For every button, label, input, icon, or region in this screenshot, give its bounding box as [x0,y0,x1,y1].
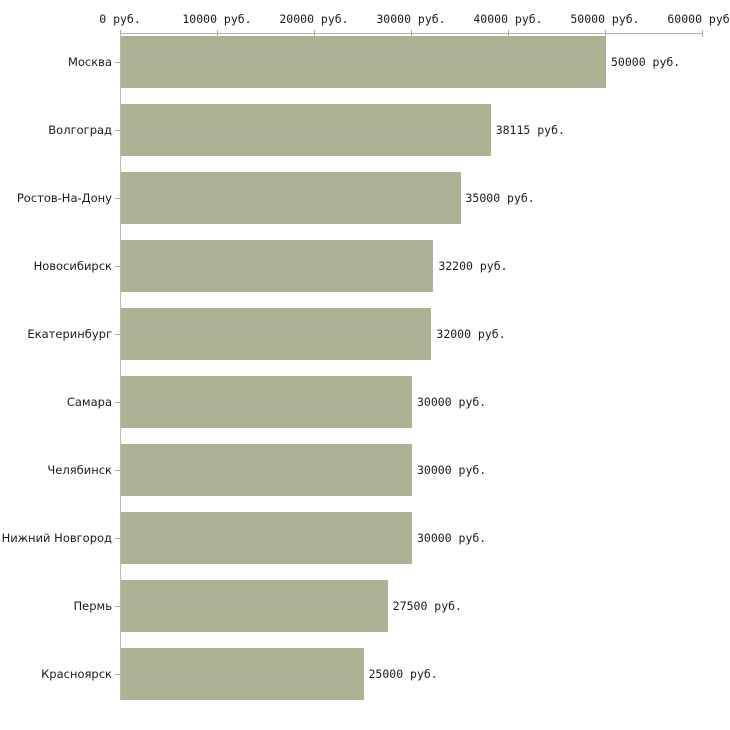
bar[interactable] [121,376,412,428]
y-axis-category-label: Челябинск [47,463,112,477]
y-axis-category-label: Екатеринбург [27,327,112,341]
bar-value-label: 30000 руб. [417,531,487,545]
x-axis-tick [702,30,703,37]
y-axis-category-label: Ростов-На-Дону [16,191,112,205]
x-axis-tick [314,30,315,37]
y-axis-category-label: Новосибирск [33,259,112,273]
y-axis-tick [115,470,120,471]
x-axis-tick-label: 60000 руб. [667,12,730,26]
bar[interactable] [121,308,432,360]
bar[interactable] [121,444,412,496]
y-axis-category-label: Москва [67,55,112,69]
x-axis-tick-label: 10000 руб. [182,12,252,26]
y-axis-tick [115,198,120,199]
x-axis-tick-label: 50000 руб. [570,12,640,26]
x-axis-tick-label: 20000 руб. [279,12,349,26]
x-axis-tick-label: 30000 руб. [376,12,446,26]
x-axis-tick-label: 0 руб. [99,12,141,26]
bar[interactable] [121,648,364,700]
y-axis-tick [115,62,120,63]
bar[interactable] [121,512,412,564]
bar-value-label: 32000 руб. [436,327,506,341]
y-axis-category-label: Самара [66,395,112,409]
y-axis-category-label: Красноярск [41,667,112,681]
y-axis-tick [115,130,120,131]
bar[interactable] [121,240,434,292]
x-axis-tick [411,30,412,37]
bar-value-label: 35000 руб. [465,191,535,205]
y-axis-tick [115,674,120,675]
y-axis-line [120,33,121,700]
y-axis-tick [115,266,120,267]
bar[interactable] [121,36,606,88]
y-axis-tick [115,402,120,403]
y-axis-tick [115,606,120,607]
y-axis-category-label: Нижний Новгород [1,531,112,545]
y-axis-category-label: Волгоград [48,123,112,137]
bar-value-label: 38115 руб. [495,123,565,137]
bar-value-label: 27500 руб. [392,599,462,613]
y-axis-category-label: Пермь [73,599,112,613]
bar-value-label: 25000 руб. [368,667,438,681]
x-axis-tick [605,30,606,37]
y-axis-tick [115,334,120,335]
x-axis-tick [217,30,218,37]
bar[interactable] [121,580,388,632]
y-axis-tick [115,538,120,539]
x-axis-tick-label: 40000 руб. [473,12,543,26]
x-axis-tick [508,30,509,37]
bar-value-label: 50000 руб. [611,55,681,69]
bar[interactable] [121,104,491,156]
bar-value-label: 30000 руб. [417,463,487,477]
bar[interactable] [121,172,461,224]
bar-value-label: 32200 руб. [438,259,508,273]
bar-value-label: 30000 руб. [417,395,487,409]
